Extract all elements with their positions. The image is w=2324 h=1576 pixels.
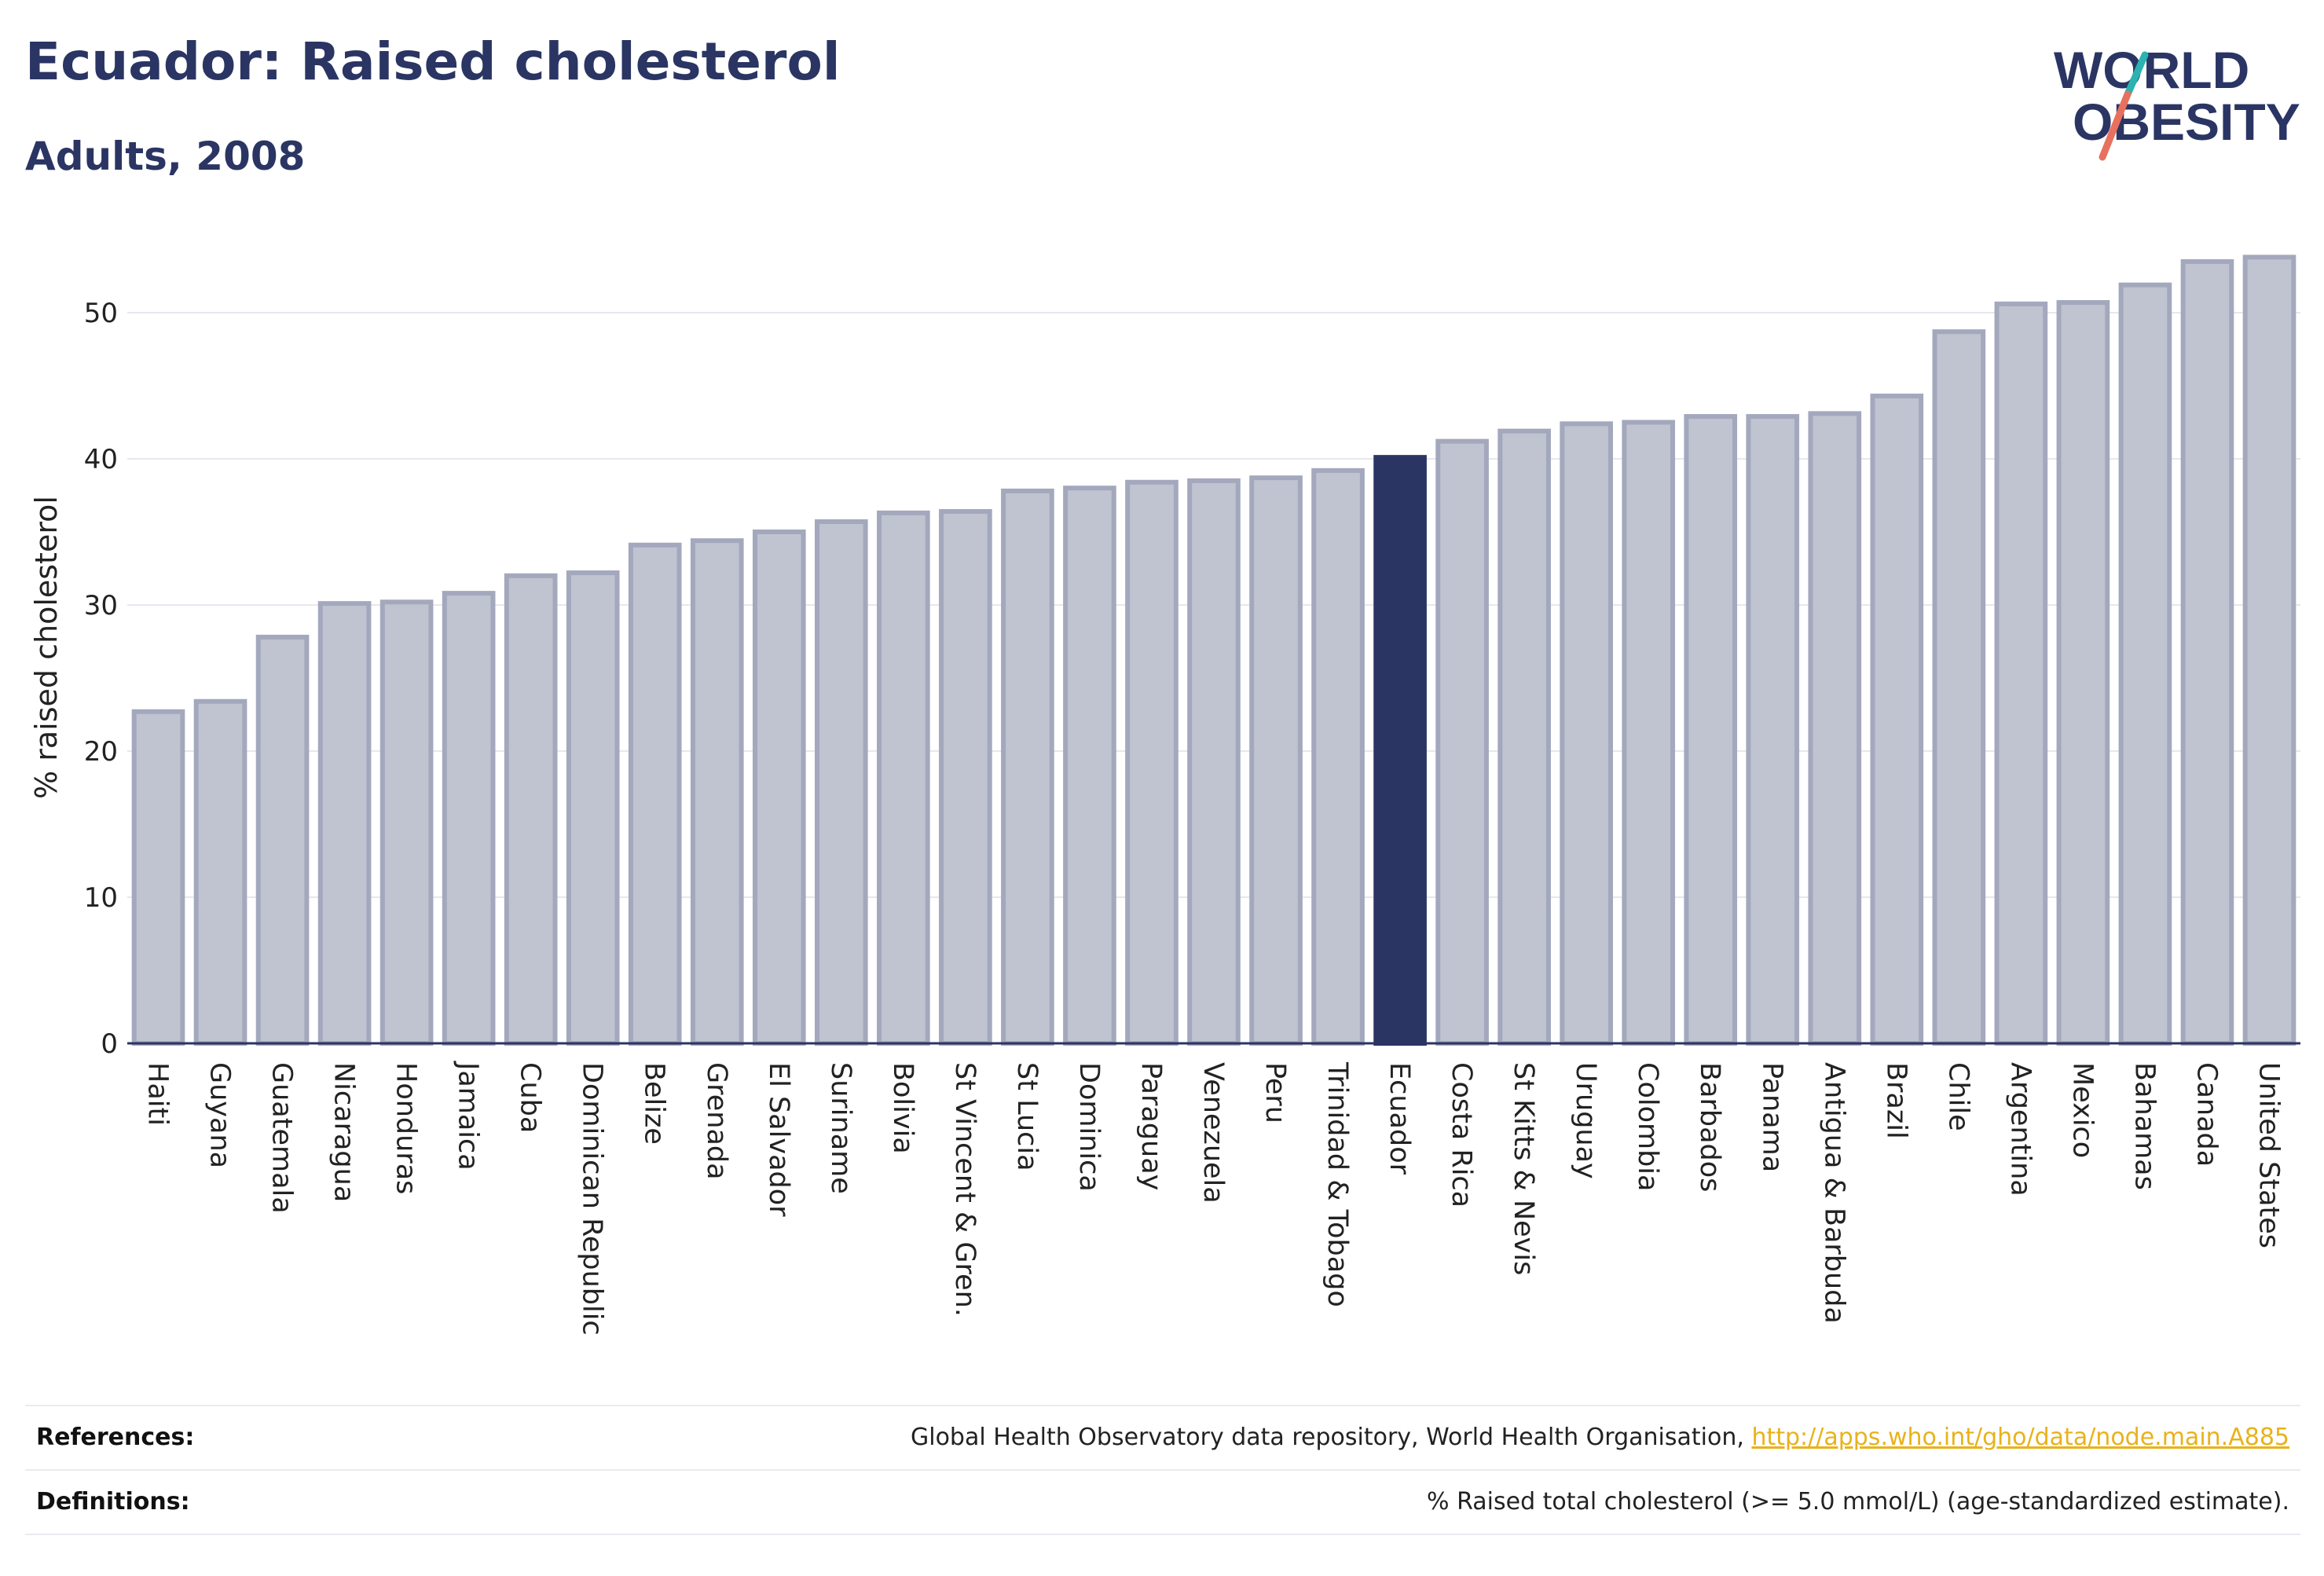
bar-paraguay[interactable]: [1125, 479, 1178, 1046]
x-tick-label: Guyana: [204, 1062, 236, 1168]
y-tick-label: 0: [101, 1028, 118, 1060]
bar-barbados[interactable]: [1684, 414, 1738, 1046]
x-tick-label: Argentina: [2004, 1062, 2036, 1197]
x-tick-label: Trinidad & Tobago: [1321, 1061, 1353, 1307]
x-tick-label: United States: [2253, 1062, 2284, 1248]
x-tick-label: Panama: [1756, 1062, 1787, 1172]
x-tick-label: St Vincent & Gren.: [949, 1062, 981, 1317]
bar-ecuador[interactable]: [1373, 455, 1427, 1046]
y-tick-label: 50: [84, 298, 118, 329]
bar-cuba[interactable]: [504, 573, 558, 1046]
x-tick-label: Colombia: [1632, 1062, 1663, 1191]
x-tick-label: Jamaica: [453, 1061, 484, 1171]
world-obesity-logo: WORLD OBESITY: [2054, 41, 2300, 161]
x-tick-label: Bahamas: [2128, 1062, 2160, 1190]
chart-title: Ecuador: Raised cholesterol: [25, 31, 841, 92]
bar-bolivia[interactable]: [877, 510, 930, 1046]
x-tick-label: Ecuador: [1384, 1062, 1415, 1175]
y-tick-label: 10: [84, 882, 118, 914]
axes: 0 10 20 30 40 50 % raised cholesterol: [29, 298, 2300, 1060]
bar-uruguay[interactable]: [1560, 421, 1613, 1046]
definitions-text: % Raised total cholesterol (>= 5.0 mmol/…: [1427, 1488, 2289, 1516]
x-tick-label: Dominica: [1073, 1062, 1105, 1192]
bar-antigua-barbuda[interactable]: [1808, 411, 1862, 1046]
x-tick-label: Dominican Republic: [577, 1062, 608, 1336]
bar-panama[interactable]: [1746, 414, 1800, 1046]
x-tick-label: Paraguay: [1135, 1062, 1167, 1190]
y-tick-label: 30: [84, 590, 118, 621]
bar-suriname[interactable]: [815, 519, 868, 1046]
x-tick-label: Cuba: [515, 1062, 546, 1133]
bar-st-vincent-gren-[interactable]: [939, 508, 992, 1046]
bar-nicaragua[interactable]: [317, 601, 372, 1046]
x-tick-label: Venezuela: [1197, 1062, 1229, 1204]
x-tick-label: Belize: [639, 1062, 670, 1145]
x-tick-label: Mexico: [2066, 1062, 2098, 1158]
bar-chart: 0 10 20 30 40 50 % raised cholesterol Haiti Guy…: [29, 255, 2300, 1336]
bar-colombia[interactable]: [1622, 420, 1676, 1046]
x-tick-label: Peru: [1259, 1062, 1291, 1123]
bar-chile[interactable]: [1932, 329, 1986, 1046]
x-tick-label: Canada: [2190, 1062, 2222, 1167]
y-axis-label: % raised cholesterol: [29, 496, 64, 799]
bar-dominican-republic[interactable]: [566, 570, 620, 1046]
bar-argentina[interactable]: [1994, 301, 2048, 1046]
x-tick-label: St Lucia: [1011, 1062, 1043, 1171]
x-tick-label: Honduras: [390, 1062, 422, 1194]
x-tick-label: Antigua & Barbuda: [1818, 1062, 1849, 1324]
x-tick-label: Barbados: [1694, 1062, 1725, 1192]
footer-divider-top: [25, 1405, 2300, 1406]
bar-bahamas[interactable]: [2118, 282, 2172, 1046]
bar-guyana[interactable]: [193, 698, 247, 1046]
x-tick-label: Nicaragua: [328, 1062, 360, 1202]
logo-slash-teal: [2124, 51, 2149, 98]
bar-dominica[interactable]: [1063, 486, 1116, 1046]
bar-venezuela[interactable]: [1187, 478, 1241, 1046]
category-labels: Haiti Guyana Guatemala Nicaragua Honduras Jam…: [142, 1061, 2285, 1336]
references-label: References:: [36, 1424, 195, 1451]
footer-divider-middle: [25, 1469, 2300, 1471]
y-tick-label: 20: [84, 736, 118, 768]
x-tick-label: Chile: [1942, 1062, 1974, 1131]
bar-brazil[interactable]: [1870, 394, 1924, 1046]
bar-honduras[interactable]: [379, 599, 434, 1046]
y-tick-label: 40: [84, 444, 118, 475]
x-tick-label: Brazil: [1880, 1062, 1912, 1139]
bar-el-salvador[interactable]: [752, 530, 806, 1046]
x-tick-label: Suriname: [825, 1062, 856, 1194]
logo-slash-coral: [2099, 90, 2132, 161]
x-tick-label: Guatemala: [266, 1062, 298, 1214]
x-tick-label: St Kitts & Nevis: [1508, 1062, 1539, 1275]
chart-subtitle: Adults, 2008: [25, 134, 306, 179]
bar-united-states[interactable]: [2242, 255, 2297, 1046]
references-link[interactable]: http://apps.who.int/gho/data/node.main.A…: [1751, 1424, 2289, 1451]
bar-st-lucia[interactable]: [1001, 488, 1054, 1046]
bar-st-kitts-nevis[interactable]: [1497, 428, 1551, 1046]
bar-haiti[interactable]: [131, 709, 185, 1046]
bar-belize[interactable]: [628, 542, 682, 1046]
x-tick-label: Grenada: [701, 1062, 732, 1180]
bar-grenada[interactable]: [690, 538, 744, 1046]
bar-peru[interactable]: [1249, 475, 1303, 1046]
x-tick-label: Haiti: [142, 1062, 174, 1126]
bar-guatemala[interactable]: [255, 634, 310, 1046]
bar-costa-rica[interactable]: [1435, 438, 1489, 1046]
x-tick-label: Uruguay: [1570, 1062, 1601, 1179]
x-tick-label: Bolivia: [887, 1062, 918, 1154]
definitions-label: Definitions:: [36, 1488, 190, 1516]
bar-trinidad-tobago[interactable]: [1311, 467, 1365, 1046]
bars: [131, 255, 2297, 1046]
x-tick-label: Costa Rica: [1446, 1062, 1477, 1208]
bar-canada[interactable]: [2180, 258, 2234, 1046]
bar-jamaica[interactable]: [442, 591, 496, 1046]
references-text: Global Health Observatory data repositor…: [911, 1424, 2289, 1451]
bar-mexico[interactable]: [2056, 299, 2110, 1046]
logo-word-world: WORLD: [2054, 41, 2249, 99]
references-source: Global Health Observatory data repositor…: [911, 1424, 1744, 1451]
footer-divider-bottom: [25, 1534, 2300, 1535]
x-tick-label: El Salvador: [763, 1062, 794, 1217]
